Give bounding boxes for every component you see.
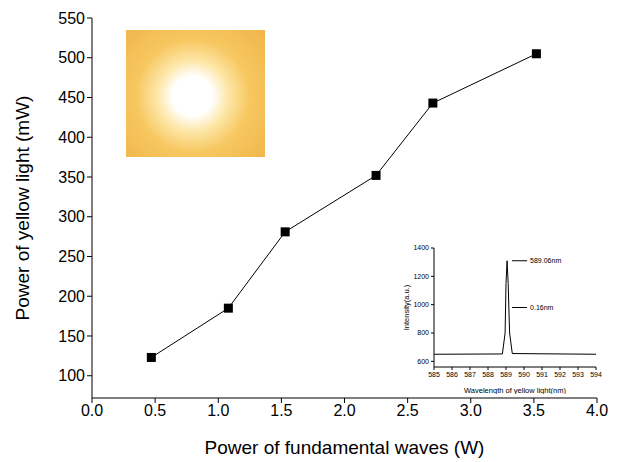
svg-text:150: 150 — [58, 328, 85, 345]
svg-text:Power of fundamental waves (W): Power of fundamental waves (W) — [205, 437, 485, 458]
svg-text:0.0: 0.0 — [81, 402, 103, 419]
svg-text:Wavelength of yellow light(nm): Wavelength of yellow light(nm) — [464, 386, 566, 394]
svg-text:300: 300 — [58, 208, 85, 225]
svg-text:2.0: 2.0 — [333, 402, 355, 419]
svg-text:592: 592 — [554, 371, 566, 378]
svg-text:250: 250 — [58, 248, 85, 265]
svg-text:800: 800 — [417, 329, 429, 336]
svg-text:200: 200 — [58, 288, 85, 305]
svg-text:550: 550 — [58, 10, 85, 27]
svg-text:Power of yellow light (mW): Power of yellow light (mW) — [12, 96, 33, 321]
svg-text:1.5: 1.5 — [270, 402, 292, 419]
svg-text:594: 594 — [590, 371, 602, 378]
svg-text:400: 400 — [58, 129, 85, 146]
svg-text:350: 350 — [58, 169, 85, 186]
svg-text:0.16nm: 0.16nm — [530, 304, 554, 311]
svg-text:500: 500 — [58, 49, 85, 66]
svg-text:2.5: 2.5 — [397, 402, 419, 419]
svg-text:0.5: 0.5 — [144, 402, 166, 419]
svg-text:600: 600 — [417, 358, 429, 365]
svg-text:1400: 1400 — [413, 244, 429, 251]
svg-text:585: 585 — [428, 371, 440, 378]
svg-text:588: 588 — [482, 371, 494, 378]
svg-text:4.0: 4.0 — [586, 402, 608, 419]
svg-text:450: 450 — [58, 89, 85, 106]
svg-text:1200: 1200 — [413, 273, 429, 280]
svg-text:1.0: 1.0 — [207, 402, 229, 419]
svg-text:587: 587 — [464, 371, 476, 378]
svg-text:589: 589 — [500, 371, 512, 378]
svg-text:Intensity(a.u.): Intensity(a.u.) — [402, 284, 411, 330]
svg-text:3.0: 3.0 — [460, 402, 482, 419]
svg-text:589.06nm: 589.06nm — [530, 257, 561, 264]
svg-text:1000: 1000 — [413, 301, 429, 308]
svg-text:3.5: 3.5 — [523, 402, 545, 419]
svg-text:593: 593 — [572, 371, 584, 378]
svg-text:100: 100 — [58, 367, 85, 384]
svg-text:591: 591 — [536, 371, 548, 378]
svg-text:586: 586 — [446, 371, 458, 378]
svg-text:590: 590 — [518, 371, 530, 378]
